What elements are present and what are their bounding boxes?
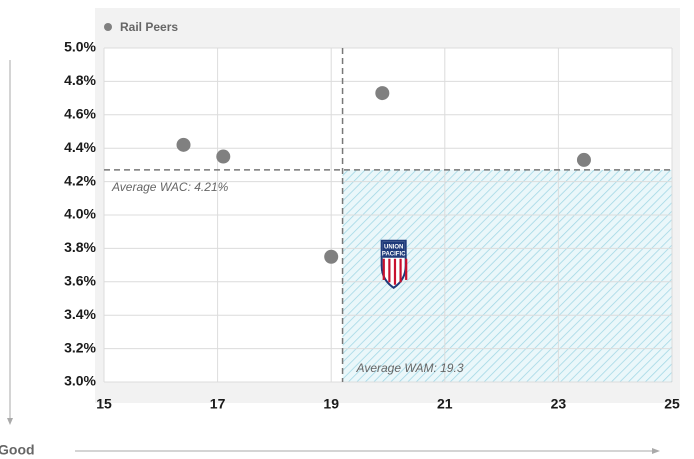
x-tick-label: 21 xyxy=(437,396,453,412)
y-tick-label: 5.0% xyxy=(64,39,96,55)
point xyxy=(216,149,231,164)
point xyxy=(176,137,191,152)
y-tick-label: 4.4% xyxy=(64,139,96,155)
x-tick-label: 15 xyxy=(96,396,112,412)
x-tick-label: 23 xyxy=(551,396,567,412)
stripe xyxy=(405,258,408,280)
x-tick-label: 19 xyxy=(323,396,339,412)
logo-text: UNION xyxy=(384,244,403,250)
stripe xyxy=(399,258,402,283)
axis-note: Good xyxy=(0,442,35,458)
legend-marker xyxy=(104,23,112,31)
y-tick-label: 3.2% xyxy=(64,339,96,355)
logo-text: PACIFIC xyxy=(382,251,406,257)
point xyxy=(375,86,390,101)
y-tick-label: 3.8% xyxy=(64,239,96,255)
y-tick-label: 3.0% xyxy=(64,373,96,389)
arrow-head xyxy=(7,418,13,425)
y-tick-label: 3.6% xyxy=(64,273,96,289)
y-tick-label: 4.6% xyxy=(64,106,96,122)
annotation: Average WAC: 4.21% xyxy=(111,180,229,194)
stripe xyxy=(382,258,385,280)
y-tick-label: 4.8% xyxy=(64,72,96,88)
annotation: Average WAM: 19.3 xyxy=(356,361,464,375)
y-tick-label: 3.4% xyxy=(64,306,96,322)
x-tick-label: 25 xyxy=(664,396,680,412)
point xyxy=(324,249,339,264)
legend-label: Rail Peers xyxy=(120,20,178,34)
shield-top xyxy=(382,241,405,258)
arrow-head xyxy=(652,448,660,454)
stripe xyxy=(388,258,391,283)
x-tick-label: 17 xyxy=(210,396,226,412)
stripe xyxy=(393,258,397,285)
point xyxy=(576,152,591,167)
y-tick-label: 4.0% xyxy=(64,206,96,222)
y-tick-label: 4.2% xyxy=(64,172,96,188)
